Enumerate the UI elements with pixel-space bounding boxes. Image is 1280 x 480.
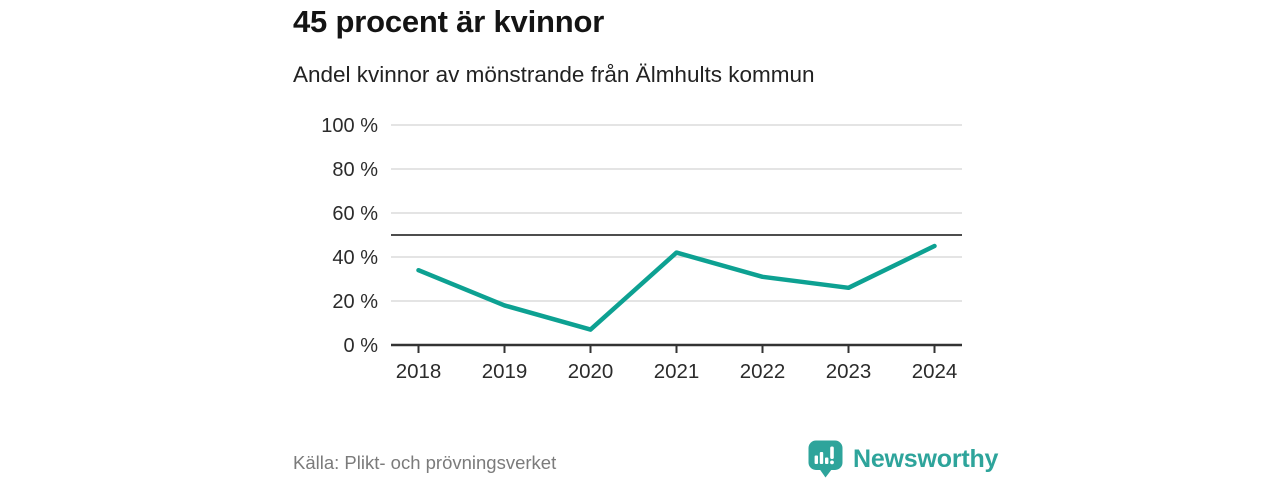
chart-subtitle: Andel kvinnor av mönstrande från Älmhult… — [293, 62, 815, 87]
x-tick-label: 2018 — [396, 360, 442, 383]
y-tick-label: 100 % — [321, 115, 378, 137]
y-tick-label: 0 % — [344, 335, 379, 357]
data-line — [416, 243, 937, 332]
y-tick-label: 80 % — [332, 159, 378, 181]
line-chart: 0 % 20 % 40 % 60 % 80 % 100 % 2018 2019 2020 2021… — [321, 115, 962, 383]
brand-name: Newsworthy — [853, 444, 999, 473]
x-tick-label: 2020 — [568, 360, 614, 383]
x-tick-label: 2022 — [740, 360, 786, 383]
y-tick-label: 20 % — [332, 291, 378, 313]
y-tick-label: 60 % — [332, 203, 378, 225]
newsworthy-speech-bubble-icon — [808, 440, 843, 478]
y-tick-label: 40 % — [332, 247, 378, 269]
x-tick-label: 2023 — [826, 360, 872, 383]
chart-title: 45 procent är kvinnor — [293, 4, 605, 39]
x-tick-label: 2021 — [654, 360, 700, 383]
source-note: Källa: Plikt- och prövningsverket — [293, 452, 557, 473]
x-tick-label: 2019 — [482, 360, 528, 383]
x-tick-label: 2024 — [912, 360, 958, 383]
newsworthy-logo: Newsworthy — [808, 440, 998, 478]
